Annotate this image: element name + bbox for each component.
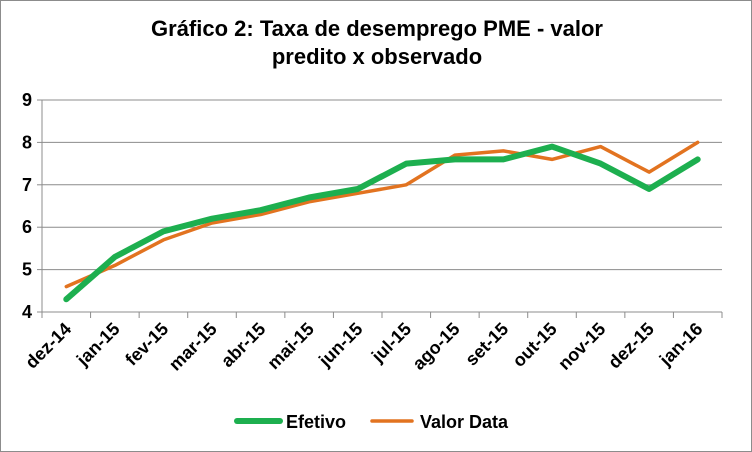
y-tick-labels: 4 5 6 7 8 9 (22, 90, 32, 322)
x-tick-label-abr-15: abr-15 (217, 319, 269, 371)
y-tick-label-6: 6 (22, 217, 32, 237)
x-tick-label-dez-14: dez-14 (21, 319, 75, 373)
y-tick-label-5: 5 (22, 260, 32, 280)
y-tick-label-7: 7 (22, 175, 32, 195)
y-tick-label-4: 4 (22, 302, 32, 322)
chart-title: Gráfico 2: Taxa de desemprego PME - valo… (1, 15, 752, 71)
x-tick-label-jan-16: jan-16 (655, 319, 707, 371)
x-tick-label-nov-15: nov-15 (554, 319, 609, 374)
gridlines (42, 99, 722, 271)
x-tick-label-jun-15: jun-15 (314, 319, 366, 371)
series-line-valor-data (64, 140, 700, 289)
axes (37, 99, 723, 318)
x-tick-label-mar-15: mar-15 (165, 319, 221, 375)
chart-title-line-1: Gráfico 2: Taxa de desemprego PME - valo… (151, 16, 603, 41)
x-tick-label-jan-15: jan-15 (72, 319, 124, 371)
x-tick-label-fev-15: fev-15 (121, 319, 172, 370)
x-tick-label-mai-15: mai-15 (263, 319, 317, 373)
legend-label-efetivo: Efetivo (286, 412, 346, 432)
x-tick-label-out-15: out-15 (509, 319, 561, 371)
legend: Efetivo Valor Data (234, 412, 509, 432)
y-tick-label-8: 8 (22, 132, 32, 152)
x-tick-label-dez-15: dez-15 (604, 319, 658, 373)
legend-label-valor-data: Valor Data (420, 412, 509, 432)
series-line-efetivo (63, 143, 701, 303)
y-tick-label-9: 9 (22, 90, 32, 110)
x-tick-labels: dez-14jan-15fev-15mar-15abr-15mai-15jun-… (21, 319, 706, 375)
chart-title-line-2: predito x observado (271, 44, 483, 69)
x-tick-label-ago-15: ago-15 (409, 319, 464, 374)
series-lines (63, 140, 701, 303)
x-tick-label-set-15: set-15 (461, 319, 512, 370)
